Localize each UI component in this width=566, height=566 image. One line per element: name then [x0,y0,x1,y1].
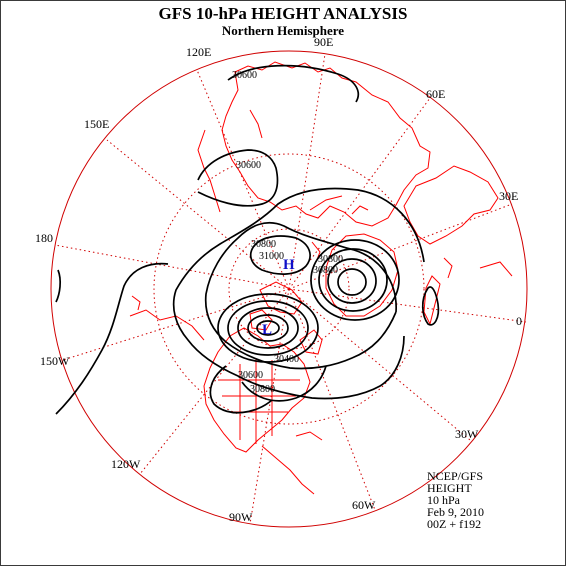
info-level: 10 hPa [427,493,460,507]
info-time: 00Z + f192 [427,517,482,531]
longitude-label-60e: 60E [426,87,445,101]
longitude-label-30e: 30E [499,189,518,203]
low-center-marker: L [262,322,272,338]
longitude-label-120e: 120E [186,45,211,59]
map-title: GFS 10-hPa HEIGHT ANALYSIS [158,4,408,23]
info-source: NCEP/GFS [427,469,484,483]
longitude-label-90e: 90E [314,35,333,49]
map-subtitle: Northern Hemisphere [221,23,345,38]
forecast-info-block: NCEP/GFS HEIGHT 10 hPa Feb 9, 2010 00Z +… [427,470,484,530]
longitude-label-150e: 150E [84,117,109,131]
height-contours [55,64,440,415]
latitude-grid [153,153,425,425]
longitude-label-0: 0 [516,314,522,328]
high-center-marker: H [283,257,295,273]
longitude-label-120w: 120W [111,457,141,471]
longitude-grid [54,53,527,525]
longitude-label-30w: 30W [455,427,479,441]
longitude-label-180: 180 [35,231,53,245]
contour-label: 31000 [259,251,284,262]
longitude-label-150w: 150W [40,354,70,368]
contour-label: 30400 [274,354,299,365]
contour-label: 30800 [313,265,338,276]
info-field: HEIGHT [427,481,472,495]
longitude-labels: 90E 120E 60E 150E 30E 180 0 150W 30W 120… [35,35,522,524]
contour-label: 30800 [251,239,276,250]
contour-label: 30600 [232,70,257,81]
longitude-label-90w: 90W [229,510,253,524]
contour-label: 30800 [318,254,343,265]
contour-label: 30800 [250,384,275,395]
map-boundary-circle [50,50,528,528]
longitude-label-60w: 60W [352,498,376,512]
contour-label: 30600 [238,370,263,381]
contour-label: 30600 [236,160,261,171]
contour-labels: 30600 30600 30800 31000 30800 30800 3040… [232,70,343,395]
info-date: Feb 9, 2010 [427,505,484,519]
